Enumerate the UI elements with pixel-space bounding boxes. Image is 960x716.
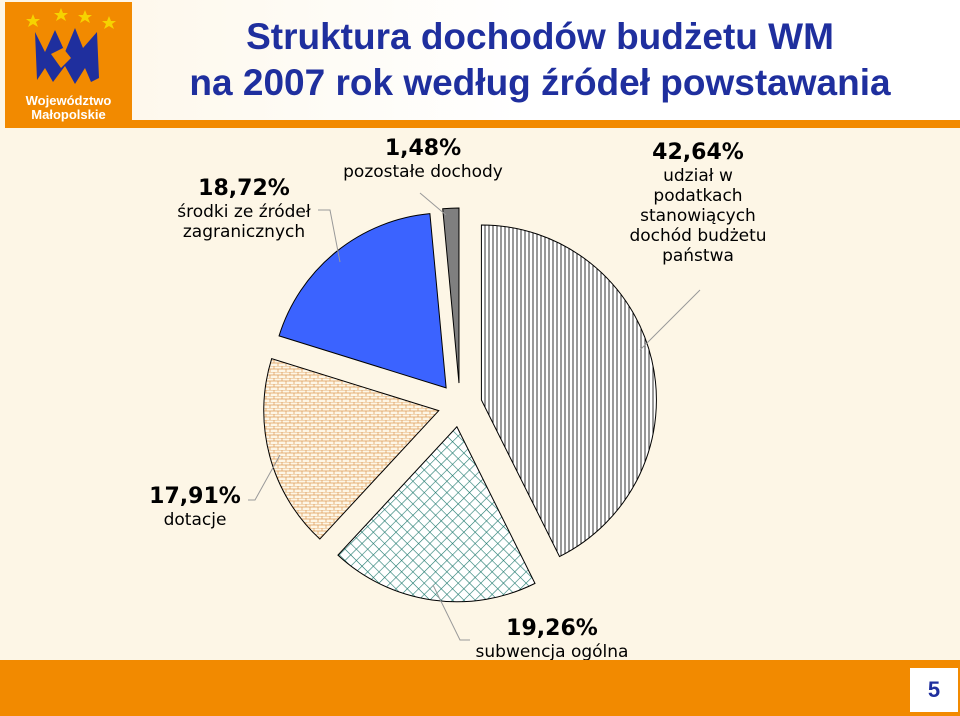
label-podatki-line: udział w: [663, 166, 733, 186]
label-podatki-line: podatkach: [653, 186, 743, 206]
logo: Województwo Małopolskie: [5, 2, 132, 128]
label-zagraniczne-pct: 18,72%: [198, 176, 290, 201]
label-dotacje-pct: 17,91%: [149, 484, 241, 509]
label-subwencja-pct: 19,26%: [506, 616, 598, 641]
title-line-1: Struktura dochodów budżetu WM: [246, 16, 834, 57]
leader-line-podatki: [639, 289, 701, 351]
leader-lines: [248, 192, 701, 641]
page-number: 5: [927, 677, 941, 702]
leader-line-subwencja: [432, 584, 470, 641]
pie-slice-4: [442, 207, 460, 384]
label-podatki-line: stanowiących: [640, 206, 756, 226]
pie-slice-3: [278, 213, 447, 389]
label-dotacje-line: dotacje: [163, 510, 227, 530]
label-pozostale: 1,48% pozostałe dochody: [320, 136, 526, 182]
leader-line-pozostale: [419, 192, 447, 216]
label-subwencja-line: subwencja ogólna: [475, 642, 629, 662]
label-pozostale-pct: 1,48%: [384, 136, 462, 161]
pie-slice-2: [263, 358, 440, 540]
label-dotacje: 17,91% dotacje: [130, 484, 260, 530]
content-background: [0, 128, 960, 716]
logo-text-line1: Województwo: [25, 93, 112, 108]
pie-slice-1: [337, 425, 536, 603]
logo-text-line2: Małopolskie: [31, 107, 106, 122]
leader-line-dotacje: [248, 454, 281, 501]
leader-line-zagraniczne: [318, 209, 341, 263]
page-number-box: [910, 668, 958, 712]
logo-crown-icon: [26, 8, 116, 84]
label-zagraniczne: 18,72% środki ze źródeł zagranicznych: [160, 176, 328, 242]
label-zagraniczne-line: środki ze źródeł: [177, 202, 311, 222]
label-subwencja: 19,26% subwencja ogólna: [452, 616, 652, 662]
pie-slice-0: [480, 224, 657, 558]
title-line-2: na 2007 rok według źródeł powstawania: [189, 62, 891, 103]
header-divider: [132, 120, 960, 128]
pie-slices: [263, 207, 657, 603]
header-band: [0, 0, 960, 128]
footer-band: [0, 660, 960, 716]
slide-title: Struktura dochodów budżetu WM na 2007 ro…: [150, 14, 930, 106]
label-podatki-line: państwa: [662, 246, 734, 266]
label-podatki-pct: 42,64%: [652, 140, 744, 165]
label-podatki: 42,64% udział w podatkach stanowiących d…: [598, 140, 798, 266]
label-podatki-line: dochód budżetu: [629, 226, 767, 246]
label-zagraniczne-line: zagranicznych: [182, 222, 306, 242]
label-pozostale-line: pozostałe dochody: [343, 162, 503, 182]
